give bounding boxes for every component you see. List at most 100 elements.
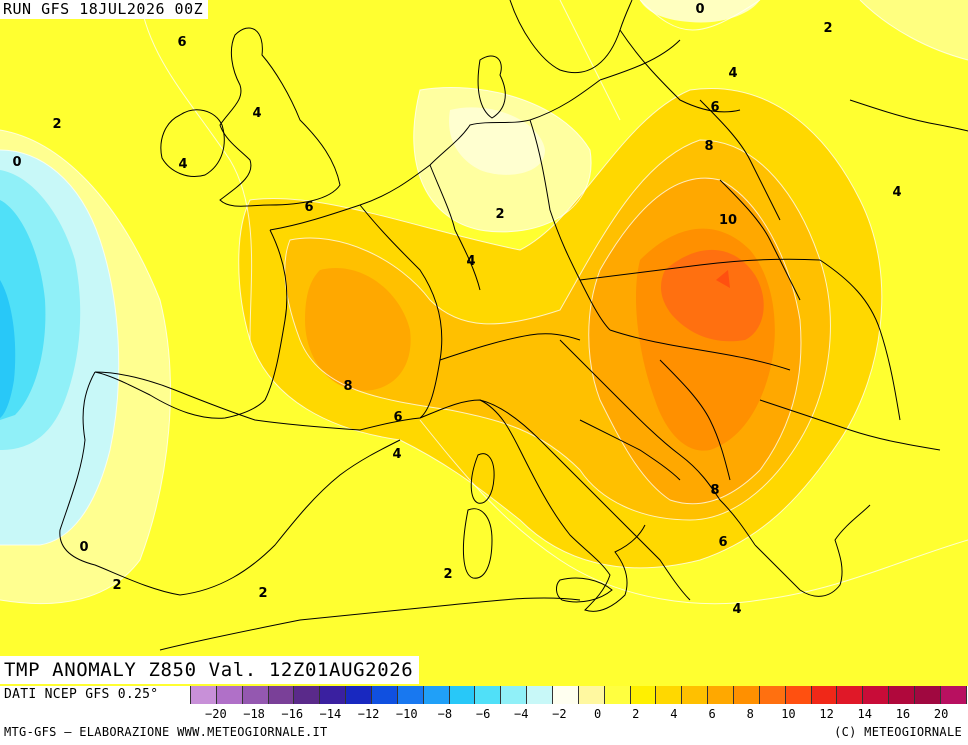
contour-label-text: 6	[177, 35, 186, 50]
contour-label-text: 2	[495, 207, 504, 222]
contour-label-layer: 0 2 6 4 6 4 2 8 0 4 4 6 2 10 4 8 6 4 8 0 6 2 2 2 4	[12, 2, 901, 617]
contour-label-text: 4	[466, 254, 475, 269]
contour-label: 6	[393, 410, 402, 425]
contour-label: 2	[443, 567, 452, 582]
colorbar-tick: −12	[357, 707, 380, 721]
colorbar-cell	[474, 686, 501, 704]
contour-label: 4	[252, 106, 261, 121]
colorbar-cell	[758, 686, 785, 704]
colorbar-tick: −4	[514, 707, 529, 721]
contour-label: 0	[12, 155, 21, 170]
map-title: TMP ANOMALY Z850 Val. 12Z01AUG2026	[0, 656, 420, 684]
colorbar-cell	[914, 686, 940, 704]
footer-credit: MTG-GFS — ELABORAZIONE WWW.METEOGIORNALE…	[4, 725, 328, 739]
contour-label: 8	[710, 483, 719, 498]
contour-label: 8	[704, 139, 713, 154]
colorbar-cell	[215, 686, 242, 704]
contour-label-text: 4	[728, 66, 737, 81]
colorbar-tick: −18	[243, 707, 265, 721]
colorbar-cell	[655, 686, 682, 704]
contour-label: 0	[695, 2, 704, 17]
colorbar-tick: 2	[632, 707, 640, 721]
anomaly-contours	[0, 0, 968, 605]
contour-label-text: 0	[12, 155, 21, 170]
colorbar	[190, 686, 967, 706]
data-source-label: DATI NCEP GFS 0.25°	[4, 687, 159, 702]
contour-label: 0	[79, 540, 88, 555]
contour-label-text: 8	[710, 483, 719, 498]
contour-label: 2	[52, 117, 61, 132]
colorbar-cell	[681, 686, 708, 704]
contour-label: 2	[495, 207, 504, 222]
contour-label: 2	[258, 586, 267, 601]
colorbar-cell	[577, 686, 604, 704]
contour-label-text: 6	[393, 410, 402, 425]
contour-label-text: 6	[304, 200, 313, 215]
contour-label-text: 2	[258, 586, 267, 601]
contour-label: 4	[466, 254, 475, 269]
colorbar-cell	[422, 686, 449, 704]
contour-label: 6	[718, 535, 727, 550]
colorbar-cell	[552, 686, 578, 704]
colorbar-cell	[939, 686, 967, 704]
contour-label: 4	[178, 157, 187, 172]
contour-label-text: 8	[704, 139, 713, 154]
colorbar-tick: −2	[552, 707, 567, 721]
contour-label: 2	[112, 578, 121, 593]
colorbar-tick: 6	[708, 707, 716, 721]
contour-label: 4	[732, 602, 741, 617]
colorbar-cell	[241, 686, 268, 704]
colorbar-tick: 10	[781, 707, 796, 721]
colorbar-cell	[733, 686, 759, 704]
contour-label-text: 8	[343, 379, 352, 394]
colorbar-cell	[836, 686, 863, 704]
colorbar-cell	[707, 686, 734, 704]
colorbar-cell	[526, 686, 553, 704]
contour-label-text: 2	[52, 117, 61, 132]
colorbar-tick: −8	[437, 707, 453, 721]
contour-label-text: 6	[718, 535, 727, 550]
colorbar-tick: −14	[319, 707, 342, 721]
colorbar-cell	[629, 686, 656, 704]
contour-label: 4	[728, 66, 737, 81]
contour-label-text: 0	[695, 2, 704, 17]
colorbar-cell	[862, 686, 889, 704]
colorbar-cell	[345, 686, 372, 704]
coastlines-borders	[59, 0, 968, 651]
colorbar-cell	[267, 686, 294, 704]
colorbar-cell	[371, 686, 397, 704]
colorbar-tick: −20	[205, 707, 227, 721]
contour-label: 8	[343, 379, 352, 394]
contour-label-text: 10	[719, 213, 737, 228]
contour-label-text: 4	[732, 602, 741, 617]
colorbar-cell	[319, 686, 346, 704]
colorbar-cell	[603, 686, 630, 704]
contour-label: 2	[823, 21, 832, 36]
contour-label-text: 4	[392, 447, 401, 462]
anomaly-field-positive	[238, 88, 882, 568]
colorbar-tick: 4	[670, 707, 678, 721]
colorbar-cell	[500, 686, 527, 704]
map-canvas	[0, 0, 968, 686]
colorbar-tick: 12	[819, 707, 834, 721]
footer-copyright: (C) METEOGIORNALE	[834, 725, 962, 739]
colorbar-tick-labels: −20 −18 −16 −14 −12 −10 −8 −6 −4 −2 0 2 4 6 8 10 12 14 16 2…	[190, 707, 967, 723]
colorbar-cell	[888, 686, 915, 704]
contour-label-text: 4	[252, 106, 261, 121]
colorbar-cell	[190, 686, 216, 704]
anomaly-field-negative	[0, 150, 119, 545]
contour-label: 10	[719, 213, 737, 228]
contour-label: 6	[710, 100, 719, 115]
contour-label: 6	[177, 35, 186, 50]
colorbar-cell	[810, 686, 837, 704]
run-label: RUN GFS 18JUL2026 00Z	[0, 0, 209, 19]
contour-label-text: 0	[79, 540, 88, 555]
colorbar-tick: −16	[281, 707, 304, 721]
legend-panel: DATI NCEP GFS 0.25° −20 −18 −16 −14 −12 −10 −8…	[0, 686, 968, 745]
colorbar-tick: 8	[746, 707, 754, 721]
contour-label: 4	[392, 447, 401, 462]
contour-label-text: 6	[710, 100, 719, 115]
colorbar-tick: 20	[933, 707, 949, 721]
contour-label-text: 2	[823, 21, 832, 36]
colorbar-cell	[784, 686, 811, 704]
